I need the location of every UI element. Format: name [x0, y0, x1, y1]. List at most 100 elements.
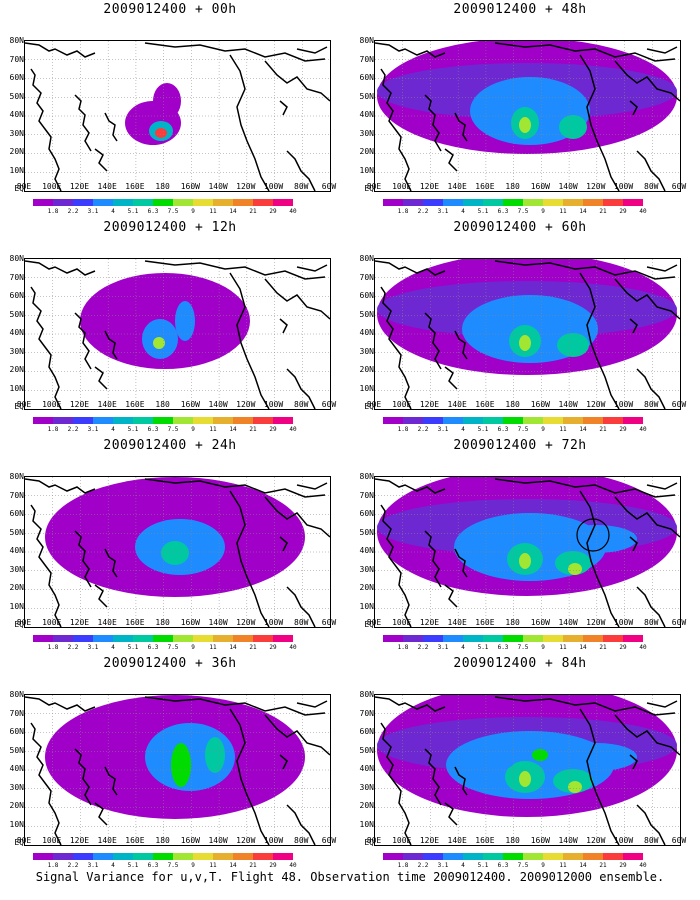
coastline: [286, 368, 316, 409]
coastline: [424, 312, 442, 370]
colorbar-label: 6.3: [147, 208, 159, 215]
lat-tick-label: 80N: [9, 36, 24, 45]
colorbar-swatch: [273, 417, 293, 424]
colorbar-label: 7.5: [167, 208, 179, 215]
lat-tick-label: 80N: [9, 472, 24, 481]
colorbar-label: 7.5: [517, 426, 529, 433]
coastline: [636, 586, 666, 627]
lon-tick-label: 100W: [263, 836, 284, 845]
colorbar-label: 21: [249, 862, 257, 869]
colorbar-label: 29: [269, 208, 277, 215]
lon-tick-label: 100E: [42, 618, 62, 627]
colorbar-label: 5.1: [477, 644, 489, 651]
lat-tick-label: 50N: [359, 527, 374, 537]
colorbar-swatch: [253, 635, 273, 642]
coastline: [104, 766, 118, 796]
colorbar-label: 5.1: [127, 208, 139, 215]
colorbar-swatch: [73, 199, 93, 206]
colorbar-swatch: [53, 199, 73, 206]
coastline: [375, 42, 446, 58]
colorbar-swatch: [603, 853, 623, 860]
colorbar: [33, 853, 293, 860]
lon-tick-label: 140E: [97, 182, 117, 191]
colorbar-label: 7.5: [517, 208, 529, 215]
lat-tick-label: 50N: [9, 309, 24, 319]
lon-tick-label: 100W: [263, 182, 284, 191]
coastline: [74, 748, 92, 806]
colorbar-label: 11: [209, 862, 217, 869]
colorbar-swatch: [503, 417, 523, 424]
lon-tick-label: 160E: [475, 836, 495, 845]
lat-tick-label: 30N: [359, 346, 374, 356]
colorbar: [383, 417, 643, 424]
colorbar-label: 4: [461, 862, 465, 869]
colorbar-label: 6.3: [497, 208, 509, 215]
lat-tick-label: 50N: [359, 745, 374, 755]
coastline: [629, 754, 638, 770]
lon-tick-label: 80E: [16, 618, 32, 627]
colorbar-swatch: [53, 853, 73, 860]
lon-tick-label: 80E: [16, 400, 32, 409]
lat-tick-label: 80N: [359, 36, 374, 45]
colorbar-swatch: [403, 199, 423, 206]
lat-tick-label: 40N: [359, 764, 374, 773]
coastline: [614, 714, 680, 756]
colorbar-label: 21: [599, 426, 607, 433]
coastline: [444, 802, 458, 826]
colorbar-swatch: [133, 199, 153, 206]
observation-circle: [576, 518, 610, 552]
variance-map: [374, 694, 681, 846]
variance-map: [24, 258, 331, 410]
lat-tick-label: 50N: [9, 527, 24, 537]
colorbar-label: 7.5: [517, 644, 529, 651]
colorbar-swatch: [403, 853, 423, 860]
colorbar-label: 21: [599, 862, 607, 869]
colorbar-label: 21: [599, 644, 607, 651]
colorbar-label: 1.8: [47, 426, 59, 433]
lon-tick-label: 160E: [475, 182, 495, 191]
colorbar-swatch: [583, 853, 603, 860]
colorbar-label: 40: [289, 426, 297, 433]
colorbar-label: 21: [599, 208, 607, 215]
colorbar-swatch: [523, 199, 543, 206]
lat-tick-label: 40N: [9, 110, 24, 119]
lon-tick-label: 120W: [586, 618, 606, 627]
lon-tick-label: 80E: [366, 618, 382, 627]
coastline: [264, 496, 330, 538]
colorbar-swatch: [423, 635, 443, 642]
colorbar-swatch: [173, 199, 193, 206]
coastline: [25, 478, 96, 494]
variance-contour: [519, 117, 531, 133]
lat-tick-label: 60N: [359, 727, 374, 736]
lat-tick-label: 80N: [359, 472, 374, 481]
colorbar-swatch: [173, 635, 193, 642]
coastline: [614, 278, 680, 320]
coastline: [424, 748, 442, 806]
colorbar-label: 2.2: [417, 644, 429, 651]
colorbar-swatch: [153, 417, 173, 424]
colorbar-label: 9: [541, 208, 545, 215]
lat-tick-label: 80N: [359, 690, 374, 699]
colorbar-swatch: [543, 853, 563, 860]
colorbar-swatch: [623, 199, 643, 206]
panel-title: 2009012400 + 24h: [103, 438, 237, 453]
colorbar-swatch: [383, 635, 403, 642]
coastline: [286, 586, 316, 627]
colorbar-label: 2.2: [67, 644, 79, 651]
colorbar-label: 3.1: [437, 426, 449, 433]
lon-tick-label: 120W: [586, 836, 606, 845]
colorbar-label: 40: [289, 862, 297, 869]
lon-tick-label: 140E: [97, 618, 117, 627]
coastline: [229, 490, 270, 627]
lon-tick-label: 120E: [419, 836, 440, 845]
coastline: [646, 482, 678, 490]
coastline: [264, 278, 330, 320]
lon-tick-label: 100E: [392, 836, 412, 845]
coastline: [279, 536, 288, 552]
lat-tick-label: 60N: [9, 291, 24, 300]
lon-tick-label: 80W: [644, 836, 659, 845]
colorbar: [33, 199, 293, 206]
coastline: [444, 584, 458, 608]
lon-tick-label: 140E: [97, 400, 117, 409]
colorbar-label: 2.2: [67, 208, 79, 215]
